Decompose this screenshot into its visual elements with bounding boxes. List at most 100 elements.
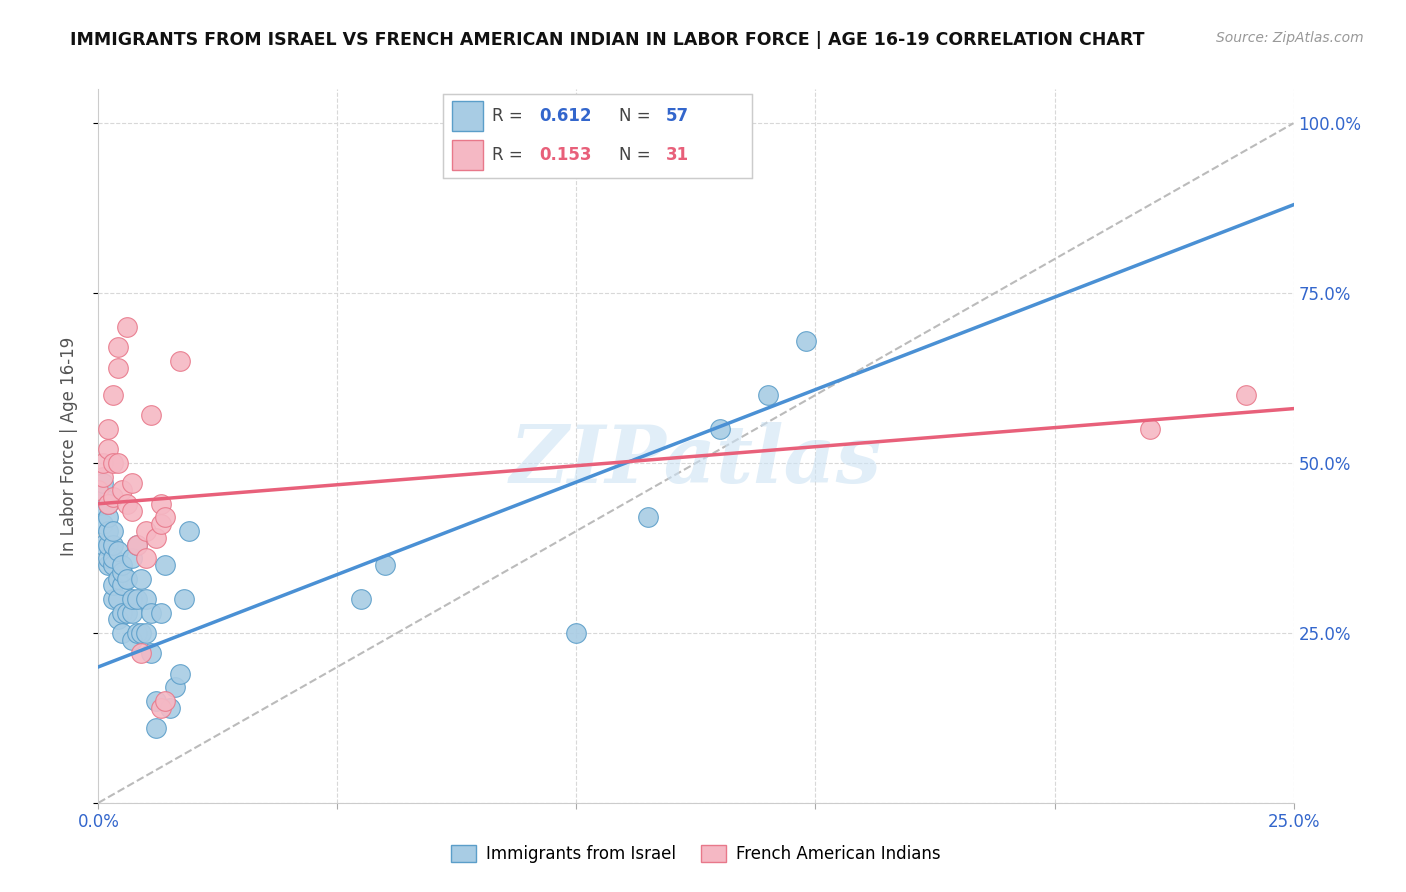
Point — [173, 591, 195, 606]
Text: R =: R = — [492, 107, 529, 125]
Point — [179, 524, 201, 538]
Point — [91, 469, 114, 483]
Point — [115, 606, 138, 620]
Point — [87, 497, 110, 511]
Point — [91, 456, 114, 470]
Point — [101, 537, 124, 551]
Point — [125, 591, 148, 606]
Point — [125, 537, 148, 551]
Point — [87, 483, 110, 498]
Point — [709, 422, 731, 436]
Point — [97, 497, 120, 511]
Text: N =: N = — [619, 107, 657, 125]
Point — [107, 456, 129, 470]
Text: R =: R = — [492, 145, 529, 163]
Point — [121, 606, 143, 620]
Text: N =: N = — [619, 145, 657, 163]
Text: IMMIGRANTS FROM ISRAEL VS FRENCH AMERICAN INDIAN IN LABOR FORCE | AGE 16-19 CORR: IMMIGRANTS FROM ISRAEL VS FRENCH AMERICA… — [70, 31, 1144, 49]
Point — [111, 558, 134, 572]
Text: 0.612: 0.612 — [538, 107, 592, 125]
Point — [107, 360, 129, 375]
Point — [101, 456, 124, 470]
Point — [637, 510, 659, 524]
Point — [115, 320, 138, 334]
Point — [155, 510, 177, 524]
Point — [107, 612, 129, 626]
FancyBboxPatch shape — [453, 140, 484, 169]
Point — [115, 497, 138, 511]
Point — [111, 483, 134, 498]
Point — [149, 497, 172, 511]
Point — [97, 551, 120, 566]
Point — [97, 537, 120, 551]
Text: 0.153: 0.153 — [538, 145, 592, 163]
Point — [91, 537, 114, 551]
Point — [149, 517, 172, 532]
Point — [125, 626, 148, 640]
Point — [139, 646, 162, 660]
Point — [169, 354, 191, 368]
Point — [131, 572, 153, 586]
Point — [121, 476, 143, 491]
Y-axis label: In Labor Force | Age 16-19: In Labor Force | Age 16-19 — [59, 336, 77, 556]
Point — [101, 524, 124, 538]
Point — [101, 388, 124, 402]
Point — [97, 497, 120, 511]
Point — [145, 721, 167, 735]
Point — [350, 591, 373, 606]
Point — [135, 626, 157, 640]
Point — [97, 524, 120, 538]
Text: Source: ZipAtlas.com: Source: ZipAtlas.com — [1216, 31, 1364, 45]
Point — [149, 700, 172, 714]
Point — [145, 694, 167, 708]
Point — [115, 572, 138, 586]
Point — [756, 388, 779, 402]
FancyBboxPatch shape — [453, 102, 484, 131]
Text: ZIPatlas: ZIPatlas — [510, 422, 882, 499]
Point — [101, 551, 124, 566]
Point — [139, 606, 162, 620]
Point — [97, 422, 120, 436]
Point — [163, 680, 186, 694]
Point — [111, 578, 134, 592]
Point — [155, 694, 177, 708]
Point — [111, 606, 134, 620]
Point — [101, 490, 124, 504]
Text: 57: 57 — [665, 107, 689, 125]
Point — [111, 626, 134, 640]
Point — [91, 476, 114, 491]
Point — [139, 409, 162, 423]
Text: 31: 31 — [665, 145, 689, 163]
Point — [125, 537, 148, 551]
Point — [97, 558, 120, 572]
Point — [1234, 388, 1257, 402]
Point — [111, 565, 134, 579]
Point — [155, 558, 177, 572]
Point — [131, 646, 153, 660]
Point — [121, 503, 143, 517]
Point — [135, 551, 157, 566]
Point — [107, 341, 129, 355]
Point — [135, 524, 157, 538]
Point — [97, 510, 120, 524]
Point — [135, 591, 157, 606]
Point — [101, 558, 124, 572]
Point — [97, 442, 120, 457]
Point — [107, 544, 129, 558]
Point — [169, 666, 191, 681]
Point — [159, 700, 181, 714]
Point — [101, 591, 124, 606]
Point — [565, 626, 588, 640]
Point — [794, 334, 817, 348]
Point — [1139, 422, 1161, 436]
Point — [121, 591, 143, 606]
Point — [107, 572, 129, 586]
Point — [121, 632, 143, 647]
Point — [131, 626, 153, 640]
Point — [149, 606, 172, 620]
Point — [107, 591, 129, 606]
Point — [145, 531, 167, 545]
Point — [91, 517, 114, 532]
Point — [101, 578, 124, 592]
Point — [374, 558, 396, 572]
